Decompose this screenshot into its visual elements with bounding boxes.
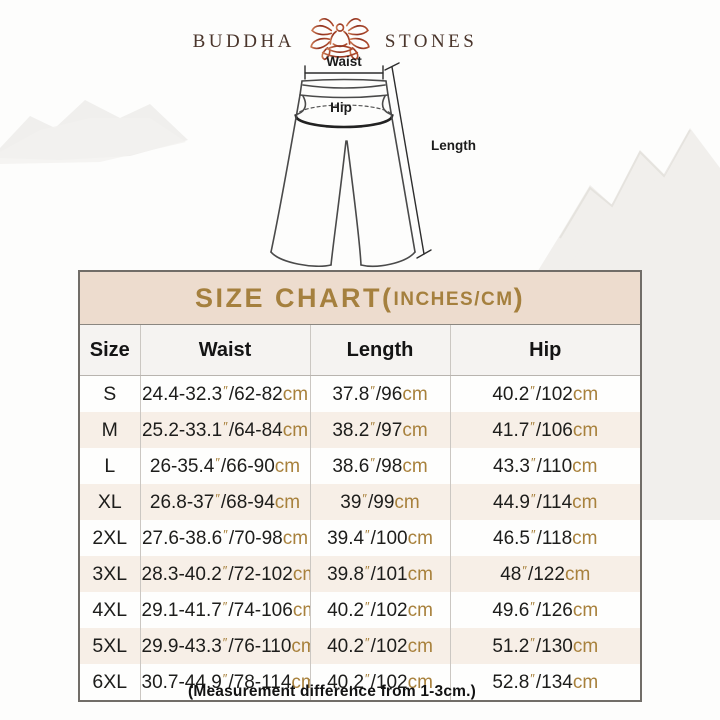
waist-cell: 29.1-41.7″/74-106cm — [140, 592, 311, 628]
hip-cell: 49.6″/126cm — [492, 598, 599, 621]
size-row-2xl: 2XL 27.6-38.6″/70-98cm 39.4″/100cm 46.5″/11… — [80, 520, 640, 556]
hip-cell: 43.3″/110cm — [493, 454, 598, 477]
lotus-meditation-icon — [310, 18, 370, 61]
hip-cell: 48″/122cm — [500, 562, 591, 585]
length-cell: 38.6″/98cm — [310, 448, 451, 484]
size-label: XL — [80, 484, 141, 520]
title-paren-close: ) — [513, 282, 526, 313]
length-cell: 40.2″/102cm — [310, 664, 451, 700]
brand-word-stones: STONES — [384, 31, 478, 52]
brand-header: BUDDHA — [0, 14, 720, 70]
waist-cell: 28.3-40.2″/72-102cm — [140, 556, 311, 592]
hip-label: Hip — [330, 100, 352, 115]
column-header-size: Size — [80, 325, 141, 376]
hip-cell: 41.7″/106cm — [492, 418, 599, 441]
column-header-length: Length — [310, 325, 451, 376]
length-cell: 39.4″/100cm — [310, 520, 451, 556]
measurement-note: (Measurement difference from 1-3cm.) — [187, 683, 476, 700]
waist-cell: 29.9-43.3″/76-110cm — [140, 628, 311, 664]
column-header-hip: Hip — [450, 325, 640, 376]
waist-cell: 27.6-38.6″/70-98cm — [140, 520, 311, 556]
length-cell: 40.2″/102cm — [310, 628, 451, 664]
length-label: Length — [431, 138, 476, 153]
column-header-row: Size Waist Length Hip — [80, 325, 640, 376]
pants-measurement-diagram: Waist Hip Length — [270, 54, 476, 268]
waist-label: Waist — [326, 54, 362, 69]
size-chart-title-text: SIZE CHART — [194, 282, 382, 313]
size-label: 4XL — [80, 592, 141, 628]
length-cell: 38.2″/97cm — [310, 412, 451, 448]
length-cell: 39.8″/101cm — [310, 556, 451, 592]
size-row-s: S 24.4-32.3″/62-82cm 37.8″/96cm 40.2″/102cm — [80, 375, 640, 412]
length-cell: 39″/99cm — [310, 484, 451, 520]
hip-cell: 51.2″/130cm — [492, 634, 599, 657]
hip-cell: 46.5″/118cm — [493, 526, 598, 549]
waist-cell: 26.8-37″/68-94cm — [140, 484, 311, 520]
hip-cell: 40.2″/102cm — [492, 382, 599, 405]
size-label: M — [80, 412, 141, 448]
length-cell: 37.8″/96cm — [310, 375, 451, 412]
size-chart-units: INCHES/CM — [393, 288, 514, 310]
size-row-xl: XL 26.8-37″/68-94cm 39″/99cm 44.9″/114cm — [80, 484, 640, 520]
hip-cell: 52.8″/134cm — [492, 670, 599, 693]
size-label: 5XL — [80, 628, 141, 664]
size-label: S — [80, 375, 141, 412]
size-row-l: L 26-35.4″/66-90cm 38.6″/98cm 43.3″/110cm — [80, 448, 640, 484]
size-label: 2XL — [80, 520, 141, 556]
title-paren-open: ( — [381, 282, 394, 313]
size-chart-title: SIZE CHART(INCHES/CM) — [80, 272, 640, 325]
size-chart: SIZE CHART(INCHES/CM) Size Waist Length Hip… — [78, 270, 642, 702]
hip-cell: 44.9″/114cm — [493, 490, 598, 513]
waist-cell: 24.4-32.3″/62-82cm — [140, 375, 311, 412]
waist-cell: 30.7-44.9″/78-114cm — [140, 664, 311, 700]
size-label: 6XL — [80, 664, 141, 700]
waist-cell: 25.2-33.1″/64-84cm — [140, 412, 311, 448]
size-table: Size Waist Length Hip S 24.4-32.3″/62-82cm 37… — [80, 325, 640, 700]
size-row-m: M 25.2-33.1″/64-84cm 38.2″/97cm 41.7″/106cm — [80, 412, 640, 448]
size-label: L — [80, 448, 141, 484]
waist-cell: 26-35.4″/66-90cm — [140, 448, 311, 484]
size-label: 3XL — [80, 556, 141, 592]
length-cell: 40.2″/102cm — [310, 592, 451, 628]
brand-word-buddha: BUDDHA — [192, 31, 295, 52]
column-header-waist: Waist — [140, 325, 311, 376]
